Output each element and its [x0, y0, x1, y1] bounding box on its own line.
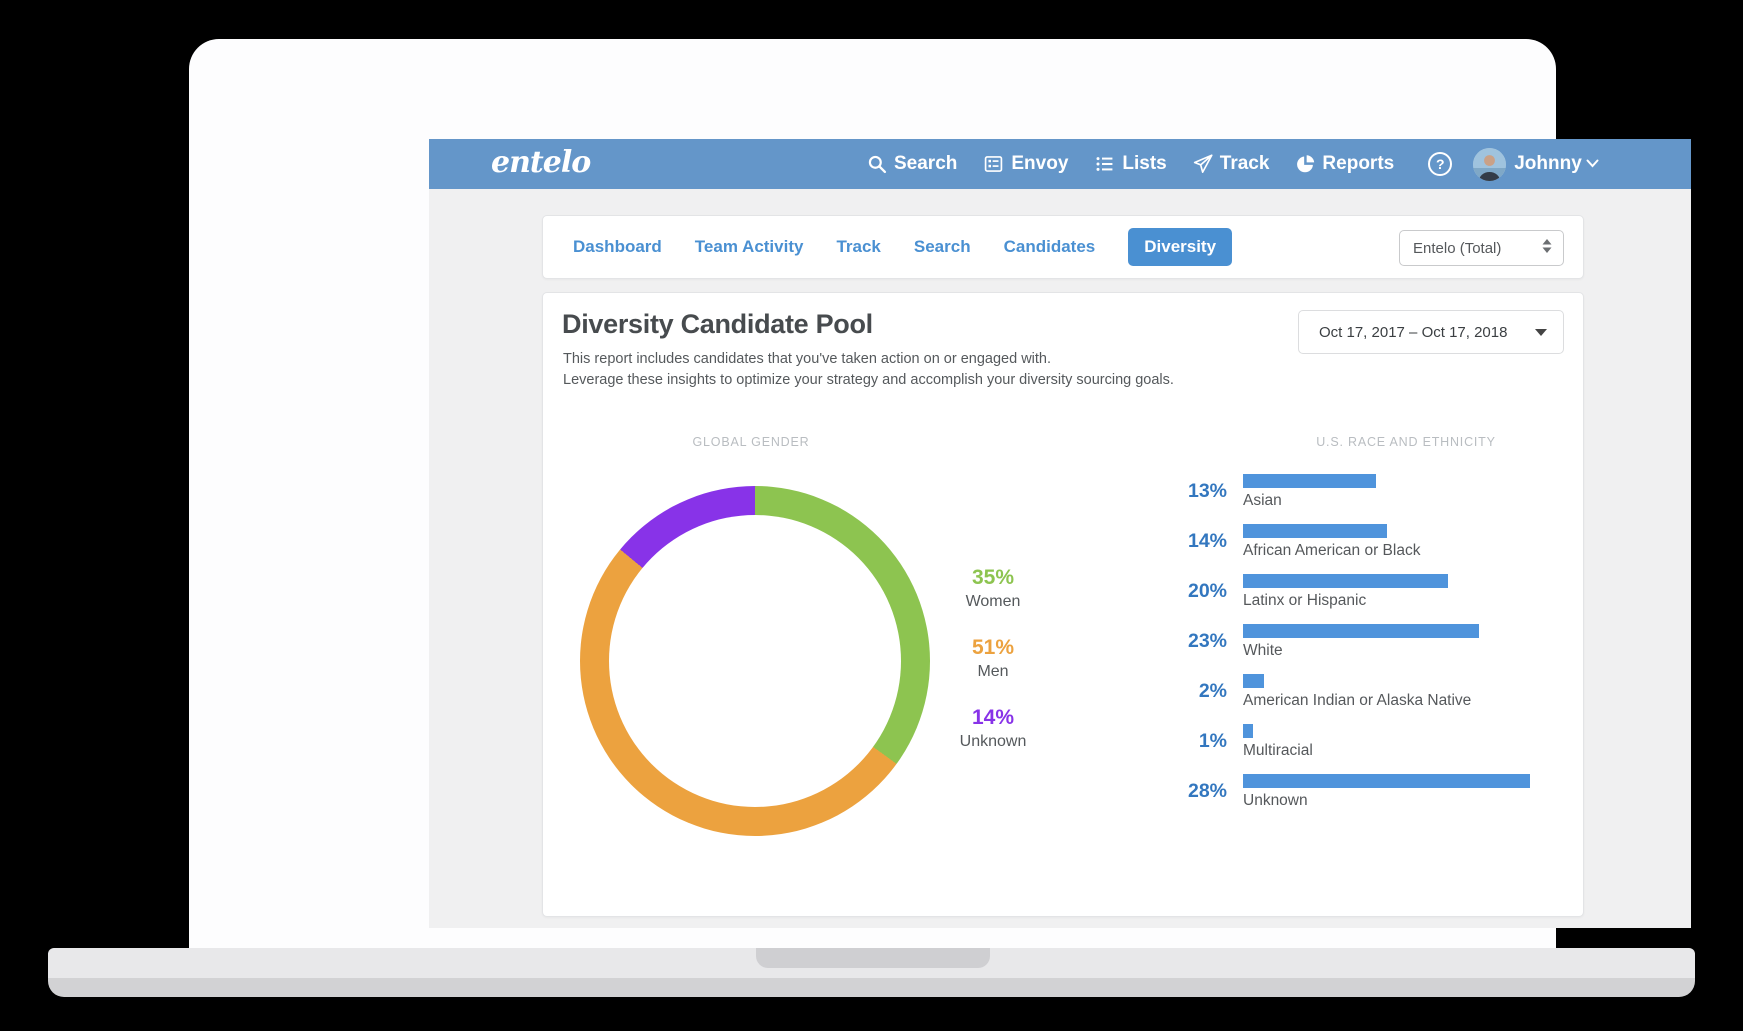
report-description: This report includes candidates that you… [563, 349, 1174, 391]
ethnicity-label: White [1243, 642, 1283, 659]
ethnicity-label: Unknown [1243, 792, 1308, 809]
ethnicity-bar [1243, 474, 1377, 488]
tab-team-activity[interactable]: Team Activity [694, 237, 804, 256]
search-icon [867, 154, 887, 174]
laptop-base-notch [756, 948, 990, 968]
ethnicity-percent: 28% [1187, 780, 1227, 802]
tab-dashboard[interactable]: Dashboard [573, 237, 662, 256]
caret-down-icon [1535, 328, 1547, 336]
ethnicity-bar [1243, 524, 1387, 538]
date-range-select[interactable]: Oct 17, 2017 – Oct 17, 2018 [1298, 310, 1564, 354]
help-icon: ? [1428, 152, 1453, 176]
laptop-base-edge [48, 978, 1695, 997]
team-select[interactable]: Entelo (Total) [1399, 230, 1564, 266]
avatar [1473, 147, 1507, 181]
gender-percent: 51% [971, 636, 1015, 659]
diversity-report-card: Diversity Candidate Pool This report inc… [542, 292, 1584, 917]
ethnicity-row-unknown: 28% Unknown [1140, 774, 1560, 811]
gender-chart-title: GLOBAL GENDER [692, 435, 810, 449]
gender-percent: 35% [971, 566, 1015, 589]
nav-item-label: Search [894, 153, 958, 174]
nav-item-label: Reports [1322, 153, 1395, 174]
ethnicity-label: Latinx or Hispanic [1243, 592, 1367, 609]
tab-diversity[interactable]: Diversity [1128, 228, 1233, 266]
gender-legend-item-men: 51% Men [928, 635, 1058, 683]
ethnicity-percent: 23% [1187, 630, 1227, 652]
ethnicity-bar [1243, 774, 1530, 788]
ethnicity-row-african-american-or-black: 14% African American or Black [1140, 524, 1560, 561]
ethnicity-percent: 1% [1198, 730, 1227, 752]
ethnicity-percent: 13% [1187, 480, 1227, 502]
nav-item-reports[interactable]: Reports [1295, 153, 1394, 175]
ethnicity-label: Multiracial [1243, 742, 1313, 759]
gender-label: Unknown [959, 733, 1027, 750]
entelo-logo[interactable]: entelo [491, 145, 591, 180]
ethnicity-percent: 2% [1198, 680, 1227, 702]
ethnicity-chart-title: U.S. RACE AND ETHNICITY [1316, 435, 1496, 449]
ethnicity-percent: 20% [1187, 580, 1227, 602]
stepper-icon [1541, 237, 1553, 259]
ethnicity-row-latinx-or-hispanic: 20% Latinx or Hispanic [1140, 574, 1560, 611]
nav-item-track[interactable]: Track [1193, 153, 1270, 175]
gender-donut-chart [580, 486, 930, 836]
report-description-line1: This report includes candidates that you… [563, 351, 1052, 367]
gender-legend: 35% Women 51% Men 14% Unknown [928, 565, 1058, 775]
gender-legend-item-women: 35% Women [928, 565, 1058, 613]
ethnicity-bar [1243, 624, 1479, 638]
nav-item-envoy[interactable]: Envoy [983, 153, 1068, 175]
navbar-menu: Search Envoy Lists Track Reports ? [867, 139, 1599, 189]
chevron-down-icon [1586, 155, 1599, 173]
envoy-icon [983, 154, 1004, 174]
nav-item-label: Envoy [1011, 153, 1069, 174]
ethnicity-bar-chart: 13% Asian 14% African American or Black 20% L… [1140, 474, 1560, 824]
reports-icon [1295, 154, 1315, 174]
ethnicity-label: American Indian or Alaska Native [1243, 692, 1472, 709]
nav-item-search[interactable]: Search [867, 153, 957, 175]
ethnicity-row-american-indian-or-alaska-native: 2% American Indian or Alaska Native [1140, 674, 1560, 711]
donut-hole [609, 515, 901, 807]
ethnicity-bar [1243, 724, 1254, 738]
nav-item-label: Track [1219, 153, 1270, 174]
gender-legend-item-unknown: 14% Unknown [928, 705, 1058, 753]
ethnicity-bar [1243, 674, 1264, 688]
nav-item-label: Lists [1122, 153, 1167, 174]
page-title: Diversity Candidate Pool [562, 309, 873, 339]
ethnicity-row-asian: 13% Asian [1140, 474, 1560, 511]
laptop-bezel: entelo Search Envoy Lists Track Reports ? [189, 39, 1691, 948]
top-navbar: entelo Search Envoy Lists Track Reports ? [429, 139, 1691, 189]
user-name: Johnny [1514, 153, 1582, 174]
ethnicity-bar [1243, 574, 1448, 588]
app-window: entelo Search Envoy Lists Track Reports ? [429, 139, 1691, 928]
tab-track[interactable]: Track [836, 237, 881, 256]
ethnicity-percent: 14% [1187, 530, 1227, 552]
ethnicity-label: Asian [1243, 492, 1282, 509]
team-select-value: Entelo (Total) [1413, 239, 1502, 257]
gender-percent: 14% [971, 706, 1015, 729]
user-menu[interactable]: Johnny [1473, 147, 1599, 181]
date-range-value: Oct 17, 2017 – Oct 17, 2018 [1319, 323, 1508, 341]
report-description-line2: Leverage these insights to optimize your… [563, 372, 1174, 388]
lists-icon [1094, 154, 1115, 174]
report-tabs-bar: Dashboard Team Activity Track Search Candida… [542, 215, 1584, 279]
tab-search[interactable]: Search [913, 237, 971, 256]
help-button[interactable]: ? [1428, 152, 1453, 176]
ethnicity-label: African American or Black [1243, 542, 1421, 559]
gender-label: Women [965, 593, 1021, 610]
nav-item-lists[interactable]: Lists [1094, 153, 1167, 175]
gender-label: Men [977, 663, 1009, 680]
ethnicity-row-white: 23% White [1140, 624, 1560, 661]
tab-candidates[interactable]: Candidates [1003, 237, 1096, 256]
ethnicity-row-multiracial: 1% Multiracial [1140, 724, 1560, 761]
track-icon [1193, 154, 1213, 174]
